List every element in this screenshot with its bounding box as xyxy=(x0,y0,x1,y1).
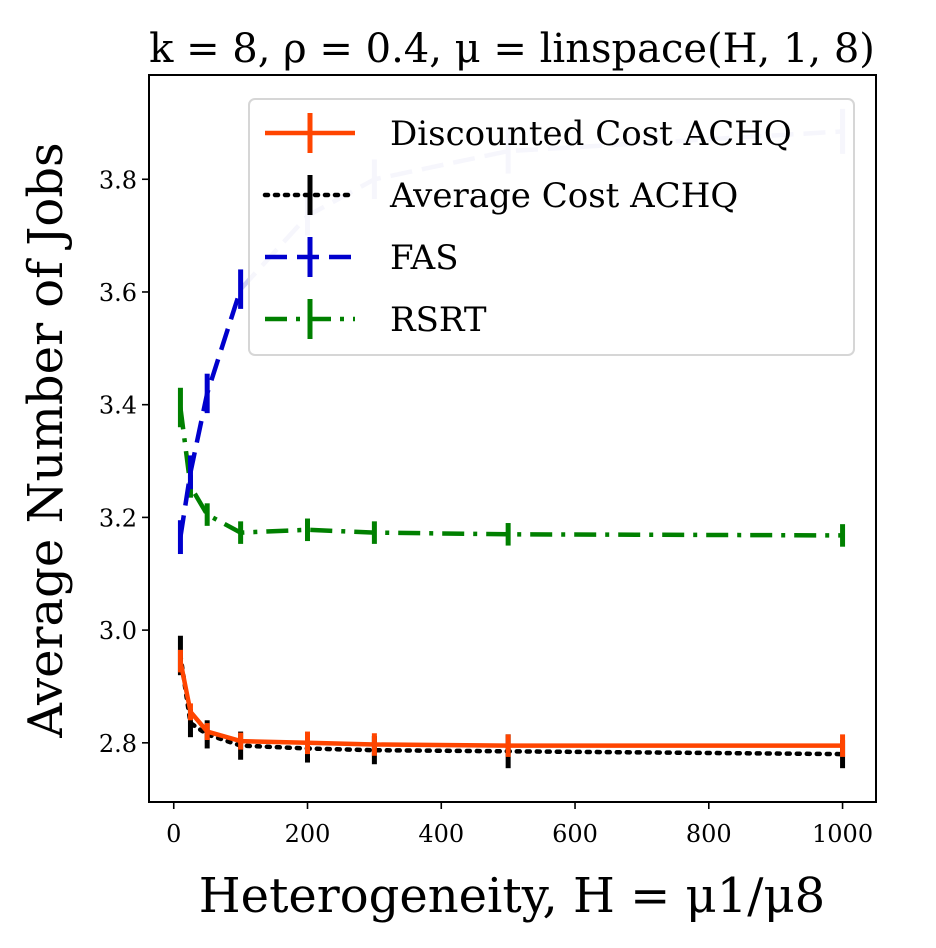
series-1 xyxy=(177,635,846,769)
x-tick-label: 200 xyxy=(285,820,331,848)
x-tick-label: 800 xyxy=(686,820,732,848)
series-line xyxy=(178,288,243,538)
legend-label: FAS xyxy=(390,238,458,278)
x-tick-label: 600 xyxy=(552,820,598,848)
legend-box xyxy=(248,98,855,356)
legend-entry-1: Average Cost ACHQ xyxy=(262,175,738,216)
legend-entry-2: FAS xyxy=(265,237,458,278)
y-tick-label: 2.8 xyxy=(99,730,137,758)
y-tick-label: 3.2 xyxy=(99,504,137,532)
y-tick-label: 3.6 xyxy=(99,279,137,307)
x-axis-label: Heterogeneity, H = μ1/μ8 xyxy=(199,868,825,924)
legend-label: Discounted Cost ACHQ xyxy=(390,114,792,154)
series-line xyxy=(178,407,843,538)
y-tick-label: 3.0 xyxy=(99,617,137,645)
x-tick-label: 0 xyxy=(166,820,181,848)
series-line xyxy=(178,653,845,757)
y-axis-label: Average Number of Jobs xyxy=(18,142,74,738)
chart-title: k = 8, ρ = 0.4, μ = linspace(H, 1, 8) xyxy=(149,26,875,72)
series-3 xyxy=(177,387,846,547)
legend-entry-0: Discounted Cost ACHQ xyxy=(265,113,792,154)
legend-label: Average Cost ACHQ xyxy=(389,176,738,216)
y-tick-label: 3.8 xyxy=(99,166,137,194)
plot-frame xyxy=(148,74,877,803)
series-line xyxy=(178,660,843,748)
x-tick-label: 1000 xyxy=(812,820,873,848)
y-tick-label: 3.4 xyxy=(99,392,137,420)
legend-label: RSRT xyxy=(390,300,487,340)
legend: Discounted Cost ACHQ Average Cost ACHQ FAS… xyxy=(248,98,855,356)
x-tick-label: 400 xyxy=(418,820,464,848)
series-0 xyxy=(177,649,846,757)
ticks-layer: 0 200 400 600 800 1000 2.8 3.0 3.2 3.4 3.6 3.8 xyxy=(99,166,873,848)
legend-entry-3: RSRT xyxy=(265,299,487,340)
